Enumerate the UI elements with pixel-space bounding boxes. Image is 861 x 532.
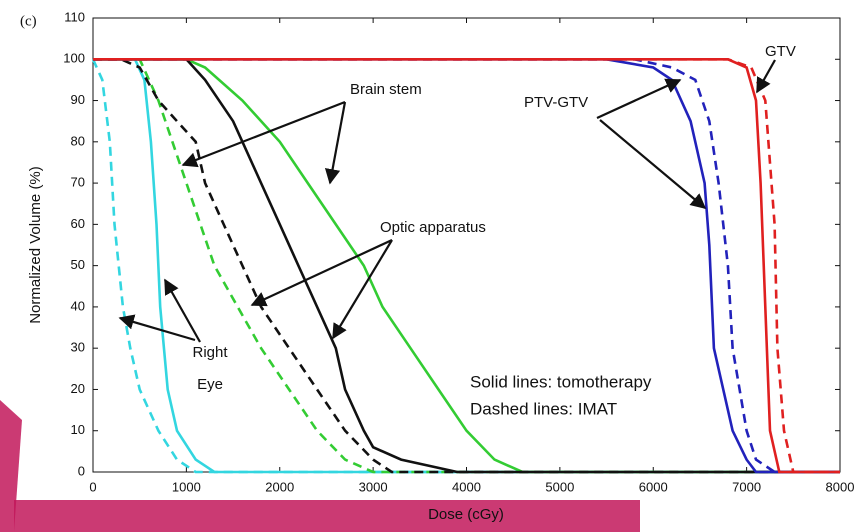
annotation-arrow <box>164 278 201 343</box>
annotation: Right <box>192 344 228 361</box>
y-tick-label: 60 <box>71 216 85 231</box>
y-tick-label: 20 <box>71 381 85 396</box>
annotation-arrow <box>118 314 196 342</box>
annotation-arrow <box>181 100 346 168</box>
x-tick-label: 0 <box>89 479 96 494</box>
annotation-arrow <box>250 239 393 307</box>
y-tick-label: 80 <box>71 133 85 148</box>
decoration <box>14 500 640 532</box>
dvh-curve <box>93 58 840 474</box>
dvh-curve <box>93 58 840 474</box>
annotation: Solid lines: tomotherapy <box>470 372 652 391</box>
y-tick-label: 90 <box>71 92 85 107</box>
plot-frame <box>92 17 841 473</box>
annotation-arrow <box>332 239 393 340</box>
y-axis-label: Normalized Volume (%) <box>27 166 44 324</box>
annotation-arrow <box>599 119 707 209</box>
dvh-curve <box>93 58 840 474</box>
annotation: Brain stem <box>350 81 422 98</box>
y-tick-label: 40 <box>71 298 85 313</box>
y-tick-label: 70 <box>71 175 85 190</box>
annotation: Dashed lines: IMAT <box>470 399 617 418</box>
x-tick-label: 1000 <box>172 479 201 494</box>
annotation: Optic apparatus <box>380 219 486 236</box>
decoration <box>0 400 22 532</box>
y-tick-label: 110 <box>64 9 85 24</box>
annotation: (c) <box>20 13 37 29</box>
dvh-curve <box>93 58 840 474</box>
x-tick-label: 6000 <box>639 479 668 494</box>
y-tick-label: 30 <box>71 340 85 355</box>
annotation: GTV <box>765 43 796 60</box>
x-tick-label: 8000 <box>826 479 855 494</box>
y-tick-label: 0 <box>78 463 85 478</box>
annotation-arrow <box>324 101 347 185</box>
annotation: Eye <box>197 376 223 393</box>
annotation: PTV-GTV <box>524 94 588 111</box>
y-tick-label: 100 <box>63 51 85 66</box>
dvh-curve <box>93 58 840 474</box>
x-tick-label: 5000 <box>545 479 574 494</box>
x-tick-label: 4000 <box>452 479 481 494</box>
dvh-curve <box>93 58 840 474</box>
y-tick-label: 50 <box>71 257 85 272</box>
x-tick-label: 2000 <box>265 479 294 494</box>
x-tick-label: 7000 <box>732 479 761 494</box>
y-tick-label: 10 <box>71 422 85 437</box>
annotation-arrow <box>596 78 682 120</box>
dvh-curve <box>93 58 840 474</box>
dvh-curve <box>91 58 840 474</box>
x-tick-label: 3000 <box>359 479 388 494</box>
annotation-arrow <box>756 59 776 94</box>
dvh-curve <box>93 58 840 474</box>
dvh-curve <box>93 58 840 474</box>
x-axis-label: Dose (cGy) <box>428 506 504 523</box>
